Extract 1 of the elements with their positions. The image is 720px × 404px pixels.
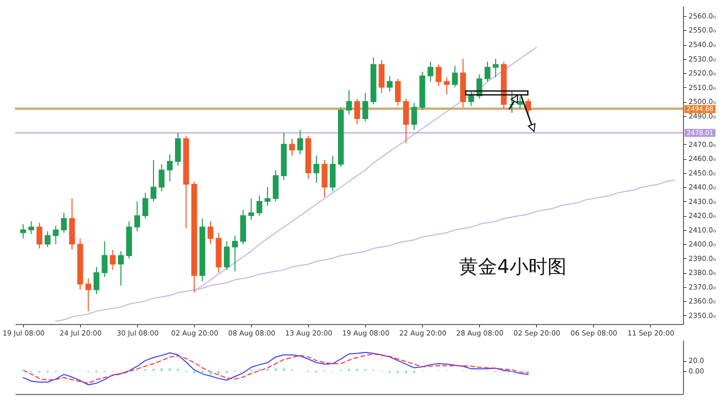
annotation: 黄金4小时图 (459, 256, 566, 278)
